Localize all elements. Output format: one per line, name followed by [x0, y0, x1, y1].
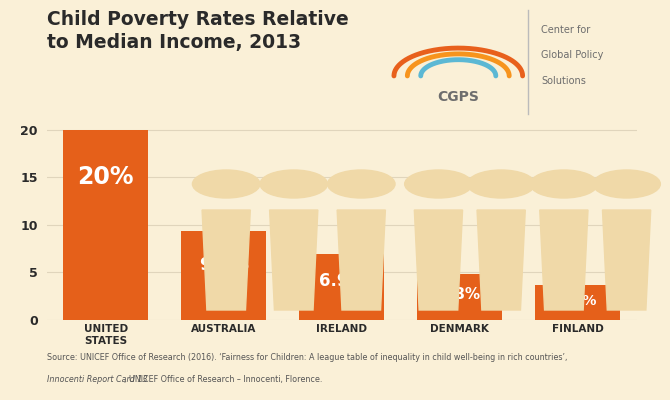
Polygon shape [269, 210, 318, 310]
Text: Source: UNICEF Office of Research (2016). ‘Fairness for Children: A league table: Source: UNICEF Office of Research (2016)… [47, 353, 567, 362]
Text: 4.8%: 4.8% [439, 287, 480, 302]
Circle shape [260, 170, 328, 198]
Text: 20%: 20% [78, 165, 134, 189]
Text: , UNICEF Office of Research – Innocenti, Florence.: , UNICEF Office of Research – Innocenti,… [124, 375, 322, 384]
Text: Solutions: Solutions [541, 76, 586, 86]
Bar [535, 285, 620, 320]
Polygon shape [477, 210, 525, 310]
Bar [64, 130, 148, 320]
Text: Child Poverty Rates Relative
to Median Income, 2013: Child Poverty Rates Relative to Median I… [47, 10, 348, 52]
Bar [299, 254, 384, 320]
Text: Center for: Center for [541, 25, 591, 35]
Text: Innocenti Report Card 13: Innocenti Report Card 13 [47, 375, 147, 384]
Bar [417, 274, 502, 320]
Circle shape [328, 170, 395, 198]
Polygon shape [540, 210, 588, 310]
Bar [182, 232, 266, 320]
Circle shape [593, 170, 661, 198]
Polygon shape [602, 210, 651, 310]
Text: 6.9%: 6.9% [319, 272, 364, 290]
Circle shape [192, 170, 260, 198]
Circle shape [405, 170, 472, 198]
Polygon shape [414, 210, 462, 310]
Circle shape [530, 170, 598, 198]
Text: 9.3%: 9.3% [199, 256, 249, 274]
Text: 3.7%: 3.7% [558, 294, 597, 308]
Polygon shape [202, 210, 251, 310]
Text: Global Policy: Global Policy [541, 50, 604, 60]
Circle shape [468, 170, 535, 198]
Text: CGPS: CGPS [438, 90, 479, 104]
Polygon shape [337, 210, 385, 310]
